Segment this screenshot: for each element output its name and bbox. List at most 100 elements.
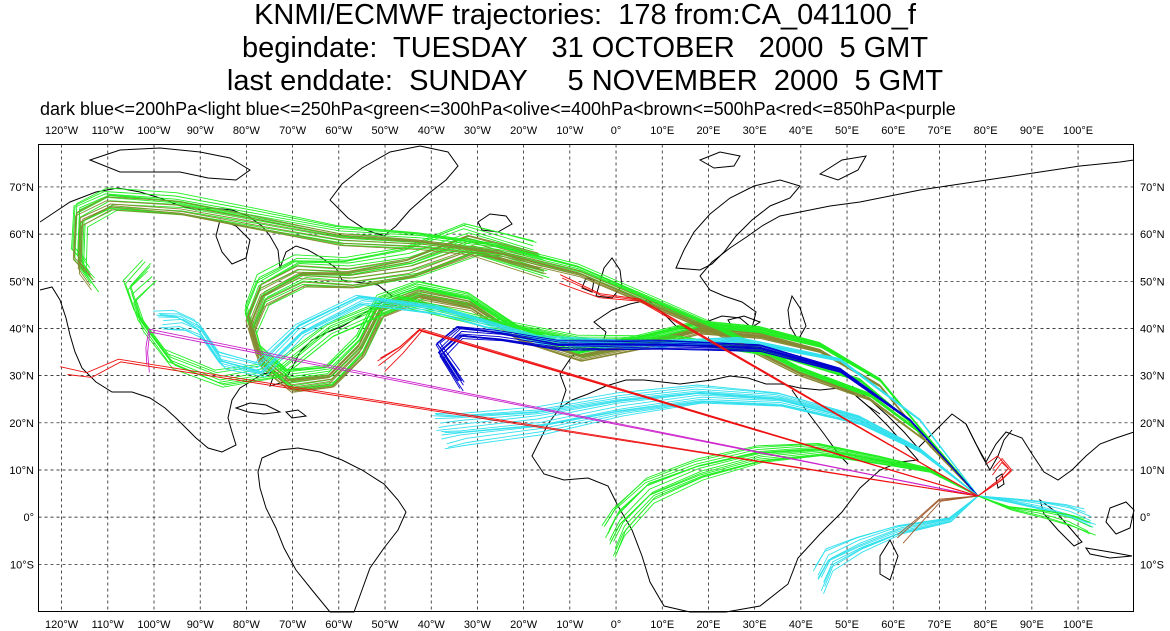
latitude-labels-left: 70°N 60°N 50°N 40°N 30°N 20°N 10°N 0° 10°S xyxy=(9,182,34,571)
lat-label-left: 10°S xyxy=(10,559,34,571)
lat-label-left: 60°N xyxy=(9,229,34,241)
lon-label-top: 30°W xyxy=(464,125,492,137)
lon-label-top: 50°E xyxy=(835,125,859,137)
trajectory-path xyxy=(252,252,979,497)
trajectory-path xyxy=(614,453,979,549)
coastline-borneo xyxy=(1105,501,1135,535)
coastline-madagascar xyxy=(879,538,899,581)
lat-label-right: 30°N xyxy=(1140,371,1165,383)
lat-label-right: 10°S xyxy=(1140,559,1164,571)
trajectory-path xyxy=(77,206,979,497)
lon-label-top: 20°W xyxy=(510,125,538,137)
trajectory-path xyxy=(167,304,979,497)
lon-label-bottom: 30°E xyxy=(743,619,767,631)
lon-label-top: 20°E xyxy=(696,125,720,137)
trajectory-path xyxy=(77,194,979,497)
lon-label-top: 10°E xyxy=(650,125,674,137)
pressure-legend: dark blue<=200hPa<light blue<=250hPa<gre… xyxy=(40,99,956,119)
lat-label-left: 10°N xyxy=(9,465,34,477)
lat-label-right: 10°N xyxy=(1140,465,1165,477)
lat-label-right: 60°N xyxy=(1140,229,1165,241)
lat-label-left: 0° xyxy=(23,512,34,524)
lon-label-bottom: 20°E xyxy=(696,619,720,631)
coastline-north-america xyxy=(39,187,393,453)
trajectory-path xyxy=(817,495,979,576)
trajectory-path xyxy=(812,495,979,572)
trajectory-path xyxy=(977,495,1091,522)
trajectory-path xyxy=(896,495,979,539)
lon-label-top: 40°E xyxy=(789,125,813,137)
coastline-cuba xyxy=(234,402,282,415)
lon-label-bottom: 20°W xyxy=(510,619,538,631)
coastline-europe xyxy=(559,159,1135,409)
trajectory-path xyxy=(156,296,979,497)
trajectory-path xyxy=(823,495,979,583)
lon-label-bottom: 10°E xyxy=(650,619,674,631)
lon-label-top: 80°E xyxy=(974,125,998,137)
lat-label-left: 20°N xyxy=(9,418,34,430)
trajectory-path xyxy=(251,255,979,497)
trajectory-path xyxy=(159,303,979,497)
trajectory-path xyxy=(145,328,979,497)
lon-label-bottom: 0° xyxy=(611,619,622,631)
lon-label-bottom: 30°W xyxy=(464,619,492,631)
trajectory-path xyxy=(448,401,979,497)
title-line-2: begindate: TUESDAY 31 OCTOBER 2000 5 GMT xyxy=(241,32,929,64)
lon-label-bottom: 40°W xyxy=(418,619,446,631)
coastline-svalbard xyxy=(698,151,741,169)
trajectory-path xyxy=(245,237,979,497)
lon-label-top: 80°W xyxy=(233,125,261,137)
trajectory-path xyxy=(163,300,979,497)
lon-label-top: 70°E xyxy=(927,125,951,137)
lon-label-top: 90°W xyxy=(187,125,215,137)
lat-label-right: 20°N xyxy=(1140,418,1165,430)
trajectory-path xyxy=(902,495,979,544)
trajectory-path xyxy=(80,205,979,497)
lon-label-bottom: 60°E xyxy=(881,619,905,631)
lon-label-bottom: 100°E xyxy=(1063,619,1093,631)
trajectory-path xyxy=(442,338,979,497)
trajectory-path xyxy=(561,277,979,497)
trajectory-path xyxy=(78,209,979,497)
lon-label-top: 30°E xyxy=(743,125,767,137)
coastline-india xyxy=(965,423,1013,472)
map-gridlines xyxy=(38,144,1134,612)
lon-label-bottom: 10°W xyxy=(556,619,584,631)
trajectory-path xyxy=(977,457,1013,497)
lat-label-left: 50°N xyxy=(9,276,34,288)
trajectory-path xyxy=(158,295,979,497)
coastline-scandinavia xyxy=(675,179,801,271)
lat-label-left: 70°N xyxy=(9,182,34,194)
coastline-iceland xyxy=(477,213,513,233)
lon-label-bottom: 40°E xyxy=(789,619,813,631)
trajectory-path xyxy=(159,296,979,497)
lat-label-right: 0° xyxy=(1140,512,1151,524)
lat-label-right: 70°N xyxy=(1140,182,1165,194)
lon-label-top: 40°W xyxy=(418,125,446,137)
trajectory-path xyxy=(256,255,979,497)
lat-label-right: 50°N xyxy=(1140,276,1165,288)
trajectory-path xyxy=(67,361,979,497)
trajectory-path xyxy=(977,495,1094,528)
trajectory-path xyxy=(60,358,979,497)
lon-label-top: 110°W xyxy=(92,125,125,137)
coastline-greenland xyxy=(329,145,459,237)
trajectory-path xyxy=(817,495,979,579)
trajectory-path xyxy=(163,304,979,497)
lon-label-top: 90°E xyxy=(1020,125,1044,137)
lon-label-bottom: 80°E xyxy=(974,619,998,631)
trajectory-path xyxy=(153,294,979,497)
trajectory-path xyxy=(817,495,979,580)
coastline-caspian xyxy=(787,294,807,342)
lon-label-bottom: 110°W xyxy=(92,619,125,631)
coastline-south-america xyxy=(257,447,407,613)
lon-label-bottom: 90°E xyxy=(1020,619,1044,631)
trajectory-path xyxy=(435,386,979,497)
lon-label-top: 50°W xyxy=(372,125,400,137)
trajectory-path xyxy=(254,252,979,497)
lon-label-top: 60°W xyxy=(325,125,353,137)
trajectory-path xyxy=(823,495,979,594)
coastline-java xyxy=(1084,547,1133,559)
longitude-labels-top: 120°W 110°W 100°W 90°W 80°W 70°W 60°W 50°W 40°W 3… xyxy=(45,125,1093,137)
lon-label-top: 120°W xyxy=(45,125,79,137)
